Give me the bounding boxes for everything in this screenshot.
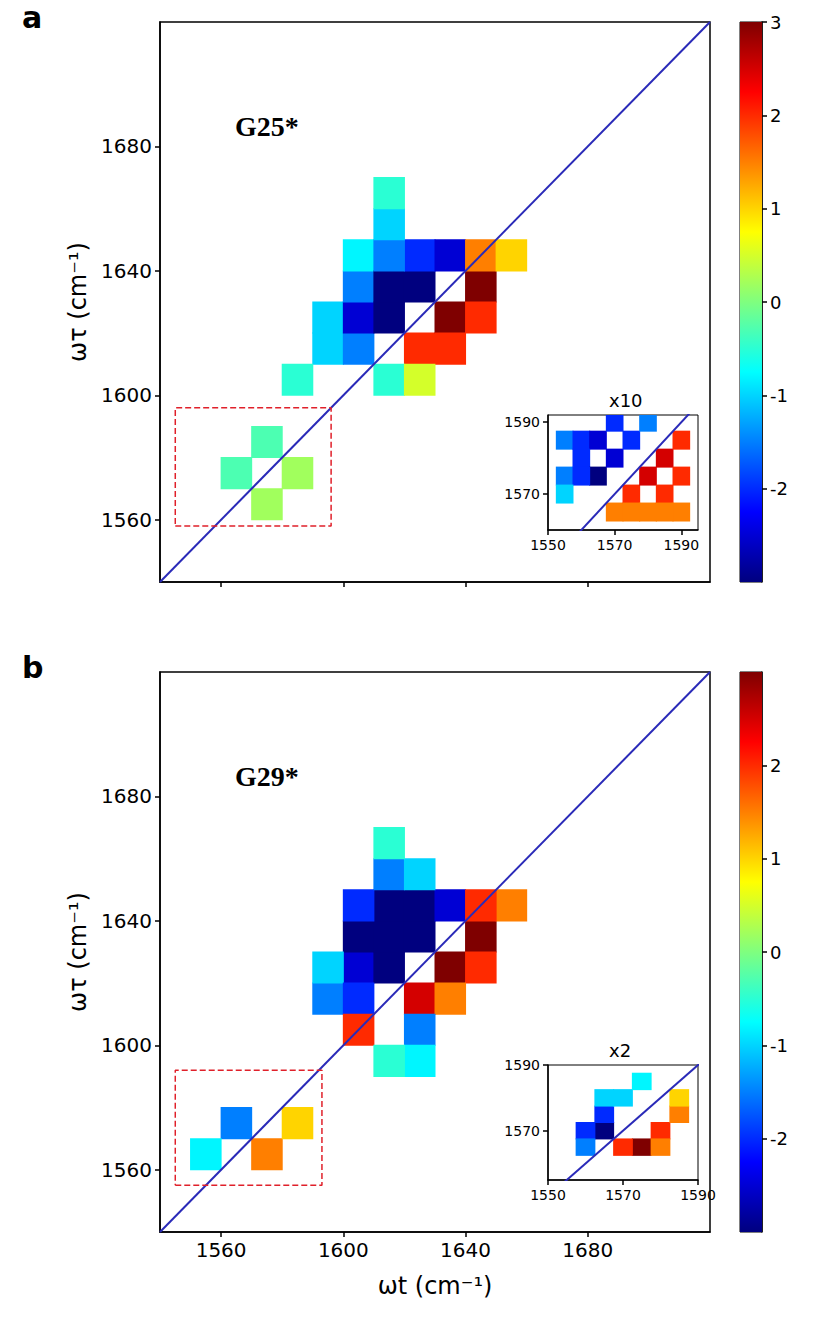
svg-text:ωτ (cm⁻¹): ωτ (cm⁻¹) [64,242,92,362]
svg-text:-1: -1 [770,385,788,406]
svg-text:1570: 1570 [605,1187,641,1203]
svg-text:1570: 1570 [597,537,633,553]
svg-text:1550: 1550 [530,537,566,553]
svg-text:0: 0 [770,292,781,313]
svg-text:1560: 1560 [101,508,152,532]
svg-text:1600: 1600 [101,1033,152,1057]
svg-text:1680: 1680 [562,1238,613,1262]
svg-text:0: 0 [770,942,781,963]
svg-text:1550: 1550 [530,1187,566,1203]
svg-text:G29*: G29* [235,761,299,792]
svg-text:1570: 1570 [504,1123,540,1139]
svg-text:G25*: G25* [235,111,299,142]
svg-text:ωτ (cm⁻¹): ωτ (cm⁻¹) [64,892,92,1012]
svg-text:1640: 1640 [440,1238,491,1262]
svg-text:-2: -2 [770,478,788,499]
svg-text:1590: 1590 [664,537,700,553]
svg-text:b: b [22,650,43,685]
svg-text:-2: -2 [770,1128,788,1149]
svg-text:1590: 1590 [504,414,540,430]
svg-text:1640: 1640 [101,259,152,283]
svg-text:a: a [22,0,42,35]
svg-text:1640: 1640 [101,909,152,933]
svg-text:1: 1 [770,848,781,869]
svg-text:1600: 1600 [101,383,152,407]
svg-text:1680: 1680 [101,134,152,158]
svg-text:1680: 1680 [101,784,152,808]
svg-text:1600: 1600 [318,1238,369,1262]
svg-text:x10: x10 [609,390,643,411]
svg-text:1560: 1560 [101,1158,152,1182]
svg-text:2: 2 [770,105,781,126]
svg-text:1570: 1570 [504,486,540,502]
svg-text:-1: -1 [770,1035,788,1056]
svg-text:1590: 1590 [680,1187,716,1203]
svg-text:ωt (cm⁻¹): ωt (cm⁻¹) [378,1272,493,1300]
svg-text:1: 1 [770,198,781,219]
svg-text:3: 3 [770,12,781,33]
svg-text:2: 2 [770,755,781,776]
svg-text:1560: 1560 [196,1238,247,1262]
svg-text:x2: x2 [609,1040,631,1061]
svg-text:1590: 1590 [504,1057,540,1073]
